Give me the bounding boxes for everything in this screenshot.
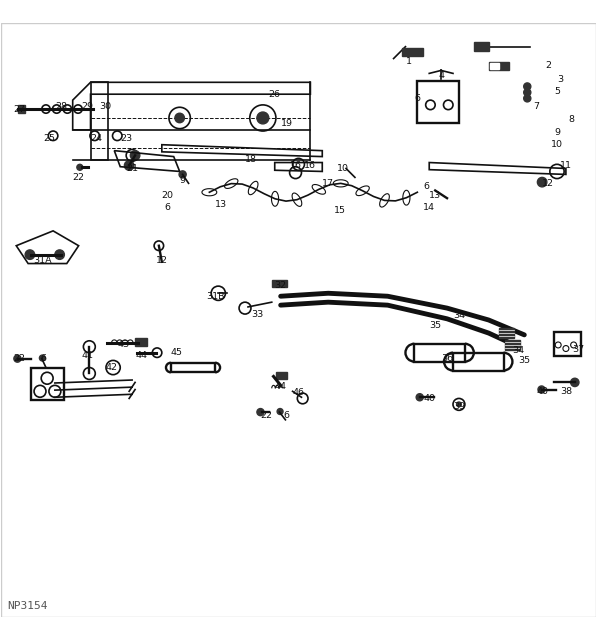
Circle shape (524, 83, 531, 90)
Bar (171, 363, 216, 372)
Text: 26: 26 (269, 90, 281, 99)
Text: 39: 39 (453, 402, 465, 411)
Text: 35: 35 (518, 356, 530, 365)
Text: 22: 22 (13, 354, 25, 363)
Text: 33: 33 (251, 310, 263, 319)
Text: 28: 28 (55, 102, 67, 111)
Text: 10: 10 (337, 164, 349, 173)
Text: 44: 44 (135, 351, 147, 360)
Text: 16: 16 (304, 161, 316, 170)
Text: 31A: 31A (33, 256, 53, 265)
Text: 12: 12 (542, 179, 554, 188)
Bar (417, 81, 459, 123)
Text: 8: 8 (569, 115, 575, 124)
Bar (18, 105, 25, 113)
Text: 29: 29 (82, 102, 94, 111)
Circle shape (257, 112, 269, 124)
Text: 13: 13 (215, 200, 227, 209)
Circle shape (416, 394, 423, 401)
Text: 25: 25 (43, 134, 55, 143)
Circle shape (571, 378, 579, 387)
Bar (499, 328, 513, 338)
Text: 21: 21 (126, 164, 138, 173)
Circle shape (175, 113, 184, 123)
Circle shape (457, 402, 461, 407)
Text: 14: 14 (423, 203, 435, 212)
Text: 11: 11 (560, 161, 572, 170)
Text: 9: 9 (180, 176, 186, 185)
Text: 6: 6 (414, 95, 420, 104)
Circle shape (179, 171, 186, 178)
Text: 17: 17 (322, 179, 334, 188)
Bar (135, 339, 147, 346)
Text: 35: 35 (429, 321, 441, 330)
Text: 23: 23 (120, 134, 133, 143)
Text: 6: 6 (165, 203, 171, 212)
Text: 5: 5 (554, 87, 560, 96)
Circle shape (257, 408, 264, 415)
Text: 22: 22 (260, 411, 272, 420)
Text: 37: 37 (572, 345, 584, 354)
Text: 24: 24 (91, 134, 103, 143)
Text: 46: 46 (293, 388, 304, 397)
Text: 45: 45 (171, 348, 183, 357)
Text: 6: 6 (284, 411, 290, 420)
Circle shape (77, 164, 83, 170)
Text: 34: 34 (453, 311, 465, 320)
Text: 3: 3 (557, 75, 563, 84)
Circle shape (524, 95, 531, 102)
Circle shape (524, 89, 531, 96)
Text: 7: 7 (533, 102, 539, 111)
Circle shape (277, 408, 283, 415)
Bar (414, 344, 465, 362)
Circle shape (537, 177, 547, 187)
Circle shape (14, 355, 21, 362)
Text: 38: 38 (560, 387, 572, 396)
Text: 6: 6 (40, 354, 46, 363)
Text: 43: 43 (117, 340, 130, 349)
Text: 20: 20 (162, 191, 174, 200)
Text: 19: 19 (281, 120, 293, 129)
Text: 31B: 31B (206, 292, 224, 301)
Text: 32: 32 (275, 281, 287, 290)
Text: 40: 40 (536, 387, 548, 396)
Text: 41: 41 (82, 351, 94, 360)
Circle shape (25, 250, 35, 259)
Text: 13: 13 (429, 191, 441, 200)
Text: 42: 42 (105, 363, 118, 372)
Text: 2: 2 (545, 61, 551, 70)
Text: 10: 10 (551, 140, 563, 149)
Text: 44: 44 (275, 382, 287, 391)
Text: 27: 27 (13, 104, 25, 113)
Text: 36: 36 (441, 354, 453, 363)
Text: 12: 12 (156, 256, 168, 265)
Text: 18: 18 (245, 155, 257, 164)
Text: 4: 4 (438, 70, 444, 80)
Bar (505, 340, 519, 349)
Bar (554, 332, 581, 356)
Text: 16: 16 (290, 161, 301, 170)
Text: 15: 15 (334, 205, 346, 214)
Text: 1: 1 (405, 57, 411, 66)
Circle shape (124, 161, 134, 170)
Polygon shape (490, 63, 499, 68)
Circle shape (39, 355, 45, 361)
Text: 40: 40 (423, 394, 435, 403)
Text: NP3154: NP3154 (7, 601, 48, 611)
Polygon shape (489, 61, 509, 70)
Bar (453, 353, 503, 371)
Circle shape (130, 150, 140, 160)
Text: 6: 6 (423, 182, 429, 191)
Circle shape (55, 250, 64, 259)
Text: 34: 34 (512, 346, 524, 355)
Bar (474, 42, 489, 51)
Text: 9: 9 (554, 129, 560, 138)
Bar (276, 372, 287, 380)
Text: 30: 30 (99, 102, 112, 111)
Bar (31, 367, 64, 400)
Bar (272, 280, 287, 287)
Circle shape (538, 386, 545, 393)
Text: 22: 22 (73, 173, 85, 182)
Bar (402, 49, 423, 56)
